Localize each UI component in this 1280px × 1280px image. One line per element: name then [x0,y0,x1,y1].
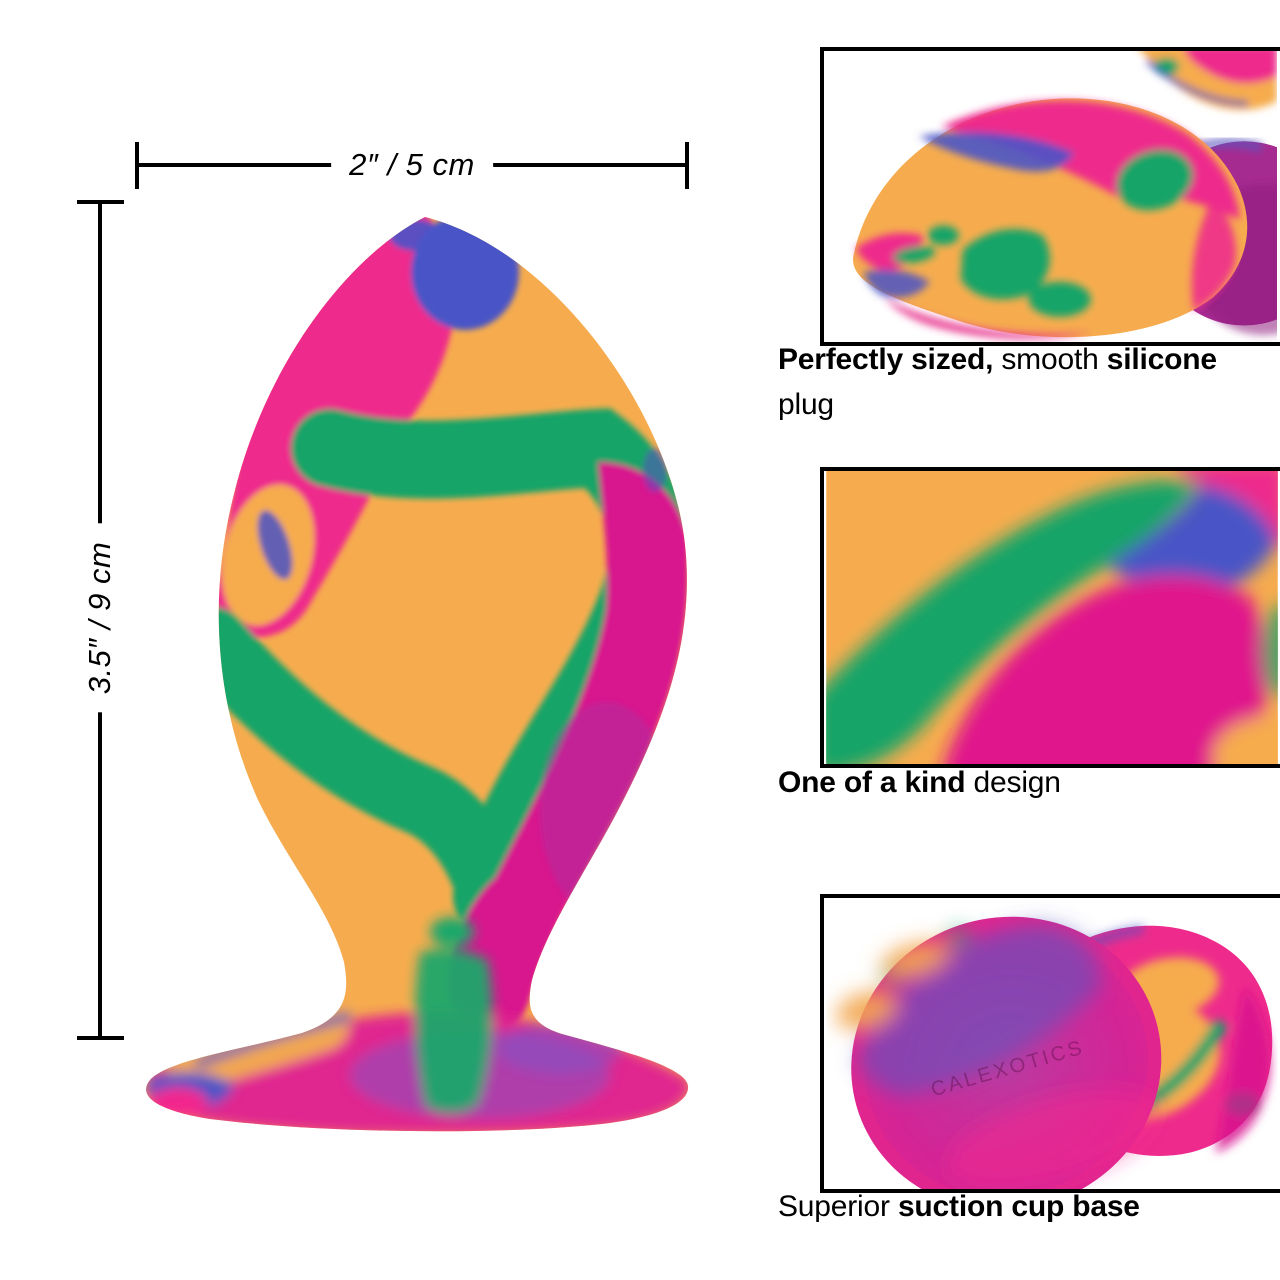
plug-base-swirl [146,917,689,1132]
caption-segment: plug [778,388,834,421]
height-dimension-label: 3.5″ / 9 cm [80,523,120,713]
caption-segment: suction cup base [897,1190,1140,1223]
caption-segment: Perfectly sized, [778,343,994,376]
closeup-plug-tip-illustration [853,51,1278,340]
panel3-caption: Superior suction cup base [778,1184,1256,1229]
caption-segment: smooth [993,343,1107,376]
width-dimension-label: 2″ / 5 cm [331,145,493,185]
closeup-swirl-illustration [826,471,1278,764]
height-dimension-bottom-tick [77,1036,124,1040]
caption-segment: design [965,766,1061,799]
feature-panel-smooth-plug [820,47,1280,346]
panel1-caption: Perfectly sized, smooth silicone plug [778,337,1256,427]
feature-panel-suction-base: CALEXOTICS [820,894,1280,1193]
caption-segment: Superior [778,1190,898,1223]
width-dimension-right-tick [685,142,689,189]
caption-segment: One of a kind [778,766,966,799]
suction-disc: CALEXOTICS [836,916,1162,1189]
product-main-illustration [146,217,689,1132]
feature-panel-design [820,467,1280,768]
caption-segment: silicone [1106,343,1217,376]
suction-cup-base-illustration: CALEXOTICS [836,916,1273,1189]
plug-marble-pattern [146,217,689,1132]
panel2-caption: One of a kind design [778,760,1256,805]
